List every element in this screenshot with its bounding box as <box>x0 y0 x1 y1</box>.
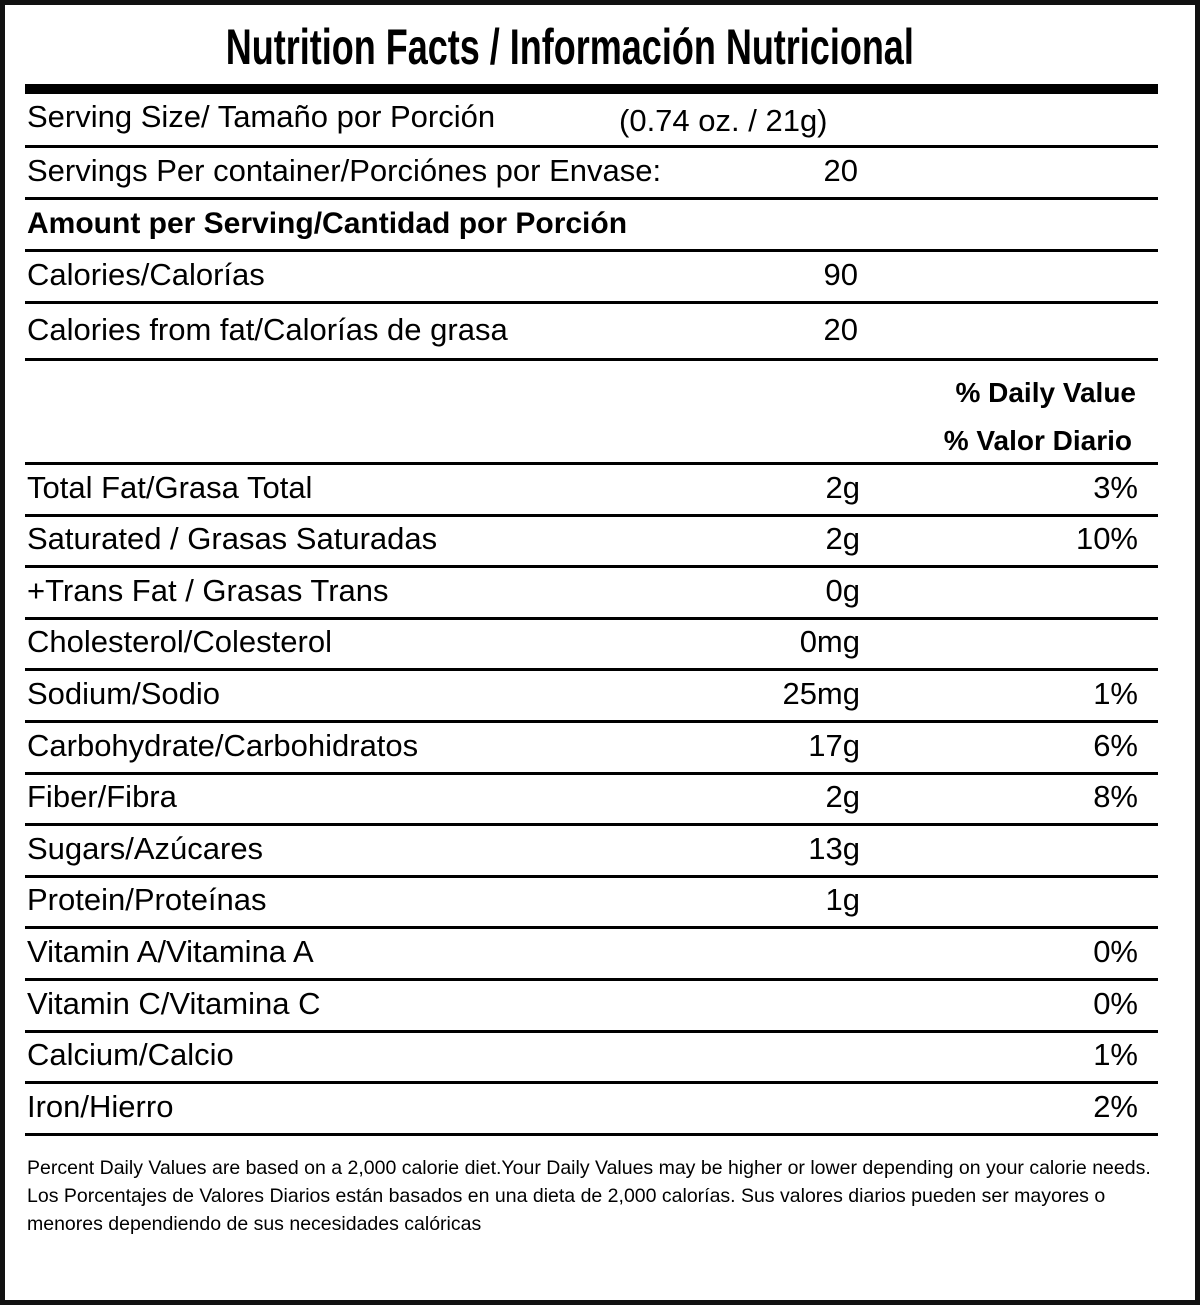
calories-label: Calories/Calorías <box>27 257 265 292</box>
nutrition-table: Serving Size/ Tamaño por Porción (0.74 o… <box>25 94 1158 1136</box>
nutrient-amount: 25mg <box>782 675 860 711</box>
nutrient-amount: 2g <box>825 469 860 505</box>
footnote-spanish: Los Porcentajes de Valores Diarios están… <box>27 1185 1106 1235</box>
nutrient-label: Sugars/Azúcares <box>27 830 264 866</box>
nutrient-label: Sodium/Sodio <box>27 675 221 711</box>
servings-per-container-value: 20 <box>823 153 858 188</box>
calories-from-fat-row: Calories from fat/Calorías de grasa 20 <box>25 304 1158 361</box>
nutrient-daily-value: 0% <box>1093 933 1138 969</box>
serving-size-label: Serving Size/ Tamaño por Porción <box>27 99 496 134</box>
serving-size-value: (0.74 oz. / 21g) <box>619 103 828 138</box>
nutrient-label: Calcium/Calcio <box>27 1037 234 1073</box>
thick-divider <box>25 84 1158 94</box>
nutrient-daily-value: 10% <box>1075 521 1138 557</box>
nutrient-row: Calcium/Calcio 1% <box>25 1033 1158 1085</box>
nutrient-amount: 13g <box>808 830 860 866</box>
nutrient-label: Vitamin A/Vitamina A <box>27 933 314 969</box>
daily-value-header-row: % Daily Value % Valor Diario <box>25 361 1158 465</box>
label-title: Nutrition Facts / Información Nutriciona… <box>0 18 1200 78</box>
nutrient-row: Sugars/Azúcares 13g <box>25 826 1158 878</box>
nutrient-label: Protein/Proteínas <box>27 882 267 918</box>
nutrient-row: +Trans Fat / Grasas Trans 0g <box>25 568 1158 620</box>
nutrient-label: Iron/Hierro <box>27 1088 174 1124</box>
nutrient-amount: 2g <box>825 779 860 815</box>
nutrient-amount: 0mg <box>799 624 860 660</box>
nutrient-daily-value: 1% <box>1093 675 1138 711</box>
footnote-english: Percent Daily Values are based on a 2,00… <box>27 1157 1151 1179</box>
nutrient-daily-value: 1% <box>1093 1037 1138 1073</box>
nutrient-amount: 2g <box>825 521 860 557</box>
nutrient-amount: 0g <box>825 572 860 608</box>
nutrient-label: +Trans Fat / Grasas Trans <box>27 572 389 608</box>
amount-per-serving-row: Amount per Serving/Cantidad por Porción <box>25 200 1158 252</box>
calories-from-fat-label: Calories from fat/Calorías de grasa <box>27 312 508 347</box>
nutrient-row: Cholesterol/Colesterol 0mg <box>25 620 1158 672</box>
nutrient-daily-value: 8% <box>1093 779 1138 815</box>
calories-row: Calories/Calorías 90 <box>25 252 1158 304</box>
nutrient-daily-value: 2% <box>1093 1088 1138 1124</box>
nutrient-row: Fiber/Fibra 2g 8% <box>25 775 1158 827</box>
nutrient-label: Cholesterol/Colesterol <box>27 624 332 660</box>
title-text: Nutrition Facts / Información Nutriciona… <box>225 19 915 75</box>
nutrient-amount: 17g <box>808 727 860 763</box>
nutrient-daily-value: 3% <box>1093 469 1138 505</box>
calories-from-fat-value: 20 <box>823 312 858 347</box>
nutrient-row: Saturated / Grasas Saturadas 2g 10% <box>25 517 1158 569</box>
nutrient-daily-value: 0% <box>1093 985 1138 1021</box>
nutrient-row: Vitamin A/Vitamina A 0% <box>25 929 1158 981</box>
nutrient-label: Total Fat/Grasa Total <box>27 469 313 505</box>
servings-per-container-label: Servings Per container/Porciónes por Env… <box>27 153 662 188</box>
servings-per-container-row: Servings Per container/Porciónes por Env… <box>25 148 1158 200</box>
calories-value: 90 <box>823 257 858 292</box>
footnote: Percent Daily Values are based on a 2,00… <box>27 1154 1167 1238</box>
nutrient-amount: 1g <box>825 882 860 918</box>
nutrient-row: Total Fat/Grasa Total 2g 3% <box>25 465 1158 517</box>
nutrient-daily-value: 6% <box>1093 727 1138 763</box>
nutrient-row: Vitamin C/Vitamina C 0% <box>25 981 1158 1033</box>
nutrient-row: Iron/Hierro 2% <box>25 1084 1158 1136</box>
amount-per-serving-heading: Amount per Serving/Cantidad por Porción <box>27 207 628 240</box>
nutrient-row: Protein/Proteínas 1g <box>25 878 1158 930</box>
serving-size-row: Serving Size/ Tamaño por Porción (0.74 o… <box>25 94 1158 148</box>
nutrient-label: Saturated / Grasas Saturadas <box>27 521 438 557</box>
nutrient-label: Vitamin C/Vitamina C <box>27 985 321 1021</box>
nutrient-row: Sodium/Sodio 25mg 1% <box>25 671 1158 723</box>
nutrient-label: Fiber/Fibra <box>27 779 177 815</box>
nutrient-row: Carbohydrate/Carbohidratos 17g 6% <box>25 723 1158 775</box>
nutrient-label: Carbohydrate/Carbohidratos <box>27 727 419 763</box>
daily-value-header-es: % Valor Diario <box>943 425 1132 456</box>
daily-value-header-en: % Daily Value <box>955 377 1136 408</box>
